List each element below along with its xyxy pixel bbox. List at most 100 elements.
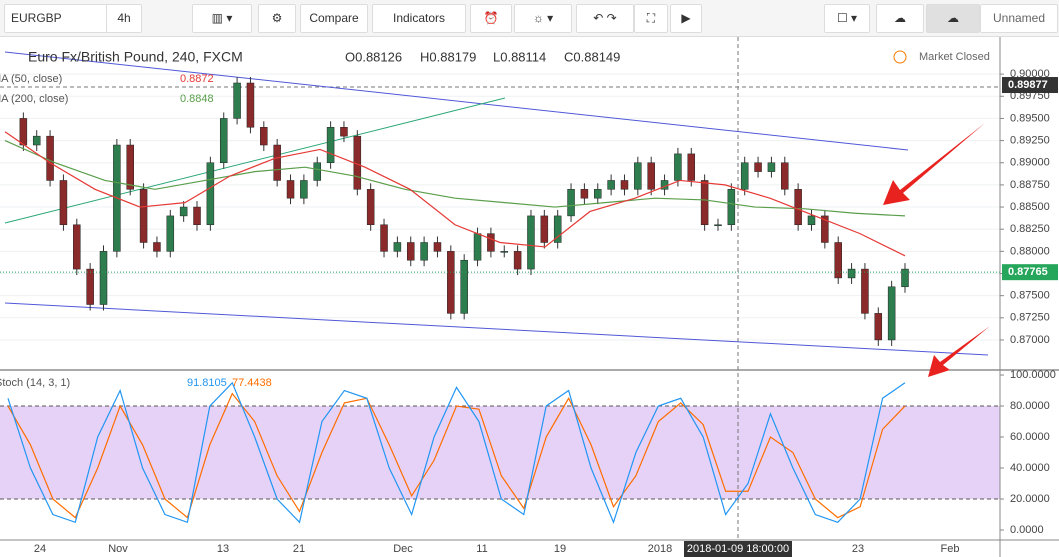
time-label: Nov: [108, 543, 128, 555]
candle: [166, 215, 175, 252]
cursor-time: 2018-01-09 18:00:00: [687, 543, 789, 555]
stoch-k-line: [7, 381, 906, 524]
candle: [553, 215, 562, 243]
candle: [487, 233, 495, 252]
layout-button[interactable]: ☐ ▾: [824, 4, 870, 33]
stoch-tick-label: 0.0000: [1010, 524, 1044, 536]
stoch-tick-label: 20.0000: [1010, 493, 1050, 505]
time-label: 2018: [648, 543, 672, 555]
stoch-d-value: 77.4438: [232, 377, 272, 389]
theme-button[interactable]: ☼ ▾: [514, 4, 572, 33]
price-tick-label: 0.89250: [1010, 134, 1050, 146]
time-label: 21: [293, 543, 305, 555]
candle: [687, 153, 696, 181]
price-badge: [1002, 264, 1058, 281]
candle: [32, 135, 41, 146]
replay-button[interactable]: ▶: [670, 4, 702, 33]
candle: [861, 268, 869, 314]
symbol-title: Euro Fx/British Pound, 240, FXCM: [28, 49, 243, 65]
alert-button[interactable]: ⏰: [470, 4, 512, 33]
candle: [794, 189, 802, 226]
candle: [260, 127, 268, 146]
candle: [807, 215, 816, 226]
price-badge-label: 0.87765: [1008, 266, 1048, 278]
candle: [620, 180, 629, 190]
candle: [313, 162, 321, 181]
price-tick-label: 0.87500: [1010, 290, 1050, 302]
candle: [273, 144, 281, 181]
candle: [714, 224, 722, 227]
candle: [473, 233, 482, 261]
interval-button[interactable]: 4h: [106, 4, 142, 33]
candle: [86, 268, 94, 305]
price-tick-label: 0.88250: [1010, 223, 1050, 235]
candle: [99, 251, 108, 305]
stoch-k-value: 91.8105: [187, 377, 227, 389]
stoch-band: [0, 406, 1000, 500]
candle: [874, 313, 883, 341]
candle: [300, 180, 308, 199]
fullscreen-button[interactable]: ⛶: [634, 4, 668, 33]
trend-line: [4, 51, 909, 151]
candle: [567, 189, 575, 217]
candle: [447, 251, 455, 314]
undo-redo[interactable]: ↶ ↷: [576, 4, 634, 33]
compare-button[interactable]: Compare: [300, 4, 368, 33]
price-tick-label: 0.89500: [1010, 112, 1050, 124]
stoch-tick-label: 60.0000: [1010, 431, 1050, 443]
price-tick-label: 0.88500: [1010, 201, 1050, 213]
cloud-save[interactable]: ☁: [926, 4, 980, 33]
layout-name[interactable]: Unnamed: [980, 4, 1058, 33]
price-badge-label: 0.89877: [1008, 79, 1048, 91]
candle: [340, 127, 348, 137]
ma50-line: [4, 131, 906, 257]
price-tick-label: 0.89750: [1010, 90, 1050, 102]
candle: [433, 242, 442, 252]
price-tick-label: 0.87250: [1010, 312, 1050, 324]
annotation-arrow: [928, 326, 990, 377]
ohlc-close: C0.88149: [564, 49, 620, 64]
candle: [634, 162, 642, 190]
candle: [500, 251, 509, 253]
candle: [380, 224, 388, 252]
price-tick-label: 0.88750: [1010, 179, 1050, 191]
candle: [73, 224, 81, 270]
candle: [821, 215, 829, 243]
candle: [834, 242, 842, 279]
candle: [393, 242, 402, 252]
chart-type-button[interactable]: ▥ ▾: [192, 4, 252, 33]
candle: [767, 162, 776, 172]
cloud-load[interactable]: ☁: [876, 4, 924, 33]
chart-area: MA (50, close) 0.8872 MA (200, close) 0.…: [0, 37, 1059, 557]
candle: [406, 242, 415, 261]
time-label: 11: [476, 543, 487, 555]
symbol-input[interactable]: EURGBP: [4, 4, 108, 33]
candle: [847, 268, 856, 279]
stoch-tick-label: 40.0000: [1010, 462, 1050, 474]
cursor-badge: [684, 541, 792, 557]
candle: [153, 242, 161, 252]
settings-button[interactable]: ⚙: [258, 4, 296, 33]
annotation-arrow: [883, 123, 985, 205]
candle: [46, 135, 54, 181]
market-status: Market Closed: [919, 51, 990, 63]
candle: [740, 162, 749, 190]
candle: [700, 180, 709, 226]
ma200-label: MA (200, close): [0, 93, 68, 105]
toolbar: EURGBP 4h ▥ ▾ ⚙ Compare Indicators ⏰ ☼ ▾…: [0, 0, 1059, 37]
candle: [366, 189, 375, 226]
candle: [607, 180, 615, 190]
indicators-button[interactable]: Indicators: [372, 4, 466, 33]
candle: [326, 127, 335, 163]
trend-line: [4, 302, 989, 356]
ma200-line: [4, 140, 906, 217]
stoch-label: Stoch (14, 3, 1): [0, 377, 70, 389]
candle: [59, 180, 68, 226]
ma200-value: 0.8848: [180, 93, 214, 105]
trend-line: [4, 97, 506, 224]
time-label: Feb: [941, 543, 960, 555]
price-tick-label: 0.89000: [1010, 157, 1050, 169]
candle: [233, 82, 241, 119]
candle: [246, 82, 255, 128]
price-badge: [1002, 77, 1058, 94]
